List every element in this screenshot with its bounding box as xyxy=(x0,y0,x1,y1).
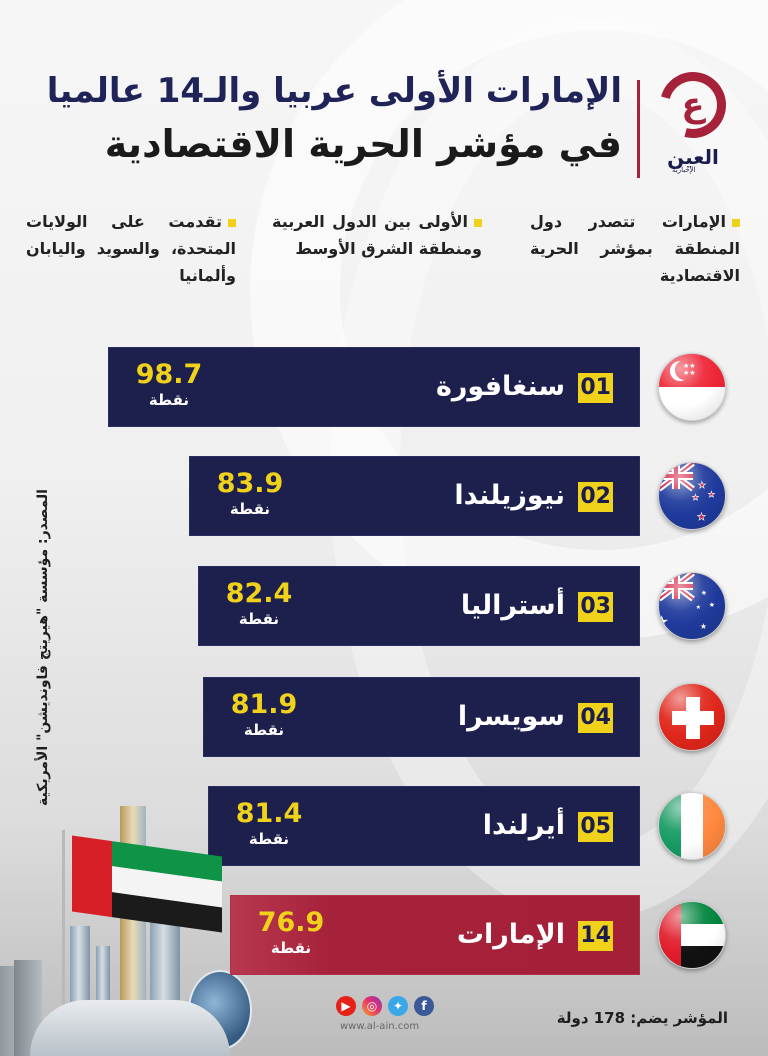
abu-dhabi-skyline-illustration xyxy=(0,790,270,1056)
country-count: المؤشر يضم: 178 دولة xyxy=(556,1009,728,1027)
bullet-square-icon xyxy=(732,218,740,227)
rank-badge: 03 xyxy=(578,592,613,622)
logo-glyph: ع xyxy=(681,85,705,125)
singapore-flag-icon: ★★ ★★ xyxy=(658,353,726,421)
youtube-icon[interactable]: ▶ xyxy=(336,996,356,1016)
bullet-square-icon xyxy=(228,218,236,227)
louvre-dome xyxy=(30,1000,230,1056)
ranking-row: 03 أستراليا 82.4 نقطة ★ ★ ★ ★ ★ xyxy=(0,566,768,646)
australia-flag-icon: ★ ★ ★ ★ ★ xyxy=(658,572,726,640)
country-name: الإمارات xyxy=(456,919,565,950)
svg-text:★: ★ xyxy=(659,612,669,631)
score-value: 98.7 xyxy=(135,359,203,390)
score: 98.7 نقطة xyxy=(133,359,205,409)
rank-badge: 04 xyxy=(578,703,613,733)
title-line-2: في مؤشر الحرية الاقتصادية xyxy=(104,122,622,166)
ranking-row: 05 أيرلندا 81.4 نقطة xyxy=(0,786,768,866)
score-value: 76.9 xyxy=(257,907,325,938)
ireland-flag-icon xyxy=(658,792,726,860)
facebook-icon[interactable]: f xyxy=(414,996,434,1016)
bullet-square-icon xyxy=(474,218,482,227)
score-unit: نقطة xyxy=(148,391,190,409)
ranking-bar: 14 الإمارات 76.9 نقطة xyxy=(230,895,640,975)
flag-pole xyxy=(62,830,65,1056)
rank-badge: 01 xyxy=(578,373,613,403)
ranking-bar: 03 أستراليا 82.4 نقطة xyxy=(198,566,640,646)
logo-subtitle: الإخبارية xyxy=(672,166,696,174)
score-unit: نقطة xyxy=(229,500,271,518)
score: 83.9 نقطة xyxy=(214,468,286,518)
score-unit: نقطة xyxy=(270,939,312,957)
score: 76.9 نقطة xyxy=(255,907,327,957)
rank-badge: 05 xyxy=(578,812,613,842)
instagram-icon[interactable]: ◎ xyxy=(362,996,382,1016)
score-value: 81.4 xyxy=(235,798,303,829)
ranking-row: 01 سنغافورة 98.7 نقطة ★★ ★★ xyxy=(0,347,768,427)
header: ع العين الإخبارية الإمارات الأولى عربيا … xyxy=(40,59,740,184)
score-value: 82.4 xyxy=(225,578,293,609)
key-points: الإمارات تتصدر دول المنطقة بمؤشر الحرية … xyxy=(26,208,740,298)
ranking-bar: 04 سويسرا 81.9 نقطة xyxy=(203,677,640,757)
key-point-text: الأولى بين الدول العربية ومنطقة الشرق ال… xyxy=(272,212,482,258)
svg-text:★: ★ xyxy=(708,490,715,499)
ranking-bar: 02 نيوزيلندا 83.9 نقطة xyxy=(189,456,640,536)
ranking-row: 02 نيوزيلندا 83.9 نقطة ★ ★ ★ ★ xyxy=(0,456,768,536)
website-link[interactable]: www.al-ain.com xyxy=(340,1021,420,1032)
svg-text:★: ★ xyxy=(692,493,699,502)
country-name: نيوزيلندا xyxy=(454,480,565,511)
country-name: أيرلندا xyxy=(482,810,565,841)
key-point-text: الإمارات تتصدر دول المنطقة بمؤشر الحرية … xyxy=(530,212,740,285)
new-zealand-flag-icon: ★ ★ ★ ★ xyxy=(658,462,726,530)
ranking-bar: 01 سنغافورة 98.7 نقطة xyxy=(108,347,640,427)
svg-text:★: ★ xyxy=(701,589,707,597)
twitter-icon[interactable]: ✦ xyxy=(388,996,408,1016)
svg-text:★: ★ xyxy=(698,481,706,491)
key-point: تقدمت على الولايات المتحدة، والسويد والي… xyxy=(26,208,236,289)
svg-text:★: ★ xyxy=(709,601,715,609)
score-value: 83.9 xyxy=(216,468,284,499)
ranking-bar: 05 أيرلندا 81.4 نقطة xyxy=(208,786,640,866)
svg-text:★: ★ xyxy=(697,512,706,523)
score-value: 81.9 xyxy=(230,689,298,720)
score-unit: نقطة xyxy=(238,610,280,628)
score: 81.4 نقطة xyxy=(233,798,305,848)
score-unit: نقطة xyxy=(243,721,285,739)
svg-text:★: ★ xyxy=(696,604,701,611)
page-title: الإمارات الأولى عربيا والـ14 عالميا في م… xyxy=(32,66,622,172)
score-unit: نقطة xyxy=(248,830,290,848)
header-divider xyxy=(637,80,640,178)
al-ain-logo[interactable]: ع العين الإخبارية xyxy=(647,59,740,178)
key-point: الأولى بين الدول العربية ومنطقة الشرق ال… xyxy=(272,208,482,262)
country-name: سويسرا xyxy=(457,701,565,732)
rank-badge: 14 xyxy=(578,921,613,951)
rank-badge: 02 xyxy=(578,482,613,512)
country-name: أستراليا xyxy=(460,590,565,621)
ranking-row-highlighted: 14 الإمارات 76.9 نقطة xyxy=(0,895,768,975)
score: 81.9 نقطة xyxy=(228,689,300,739)
ranking-row: 04 سويسرا 81.9 نقطة xyxy=(0,677,768,757)
key-point: الإمارات تتصدر دول المنطقة بمؤشر الحرية … xyxy=(530,208,740,289)
country-name: سنغافورة xyxy=(435,371,565,402)
source-note: المصدر: مؤسسة "هيريتج فاونديشن" الأمريكي… xyxy=(35,489,51,807)
title-line-1: الإمارات الأولى عربيا والـ14 عالميا xyxy=(46,71,622,111)
social-links: ▶ ◎ ✦ f xyxy=(335,996,435,1020)
switzerland-flag-icon xyxy=(658,683,726,751)
logo-name: العين xyxy=(667,145,719,169)
svg-text:★: ★ xyxy=(700,622,707,631)
uae-flag-icon xyxy=(658,901,726,969)
score: 82.4 نقطة xyxy=(223,578,295,628)
key-point-text: تقدمت على الولايات المتحدة، والسويد والي… xyxy=(26,212,236,285)
